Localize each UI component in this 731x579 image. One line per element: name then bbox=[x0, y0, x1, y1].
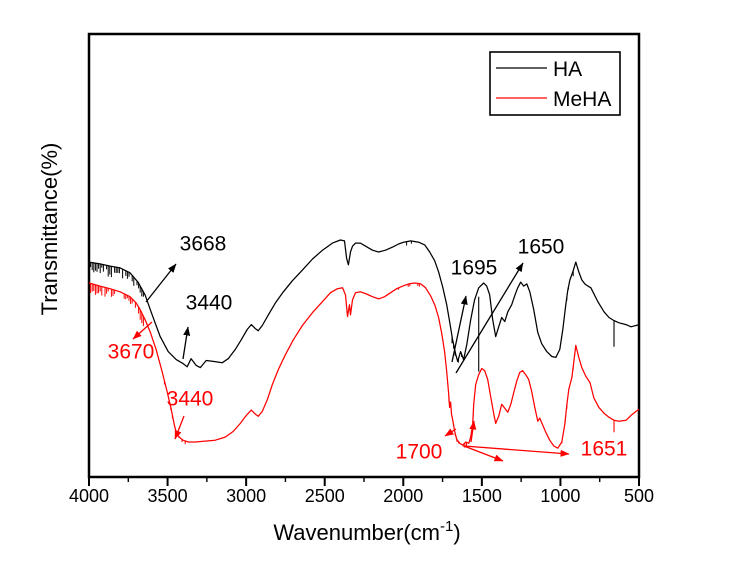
peak-label-1695-HA: 1695 bbox=[451, 257, 498, 280]
legend-box bbox=[489, 51, 621, 116]
x-tick-label: 3000 bbox=[226, 486, 266, 506]
peak-label-1651-MeHA: 1651 bbox=[581, 438, 628, 461]
series-HA bbox=[88, 239, 640, 369]
peak-annotations: 3668 3440 3670 3440 1695 1650 1700 1651 bbox=[108, 233, 628, 464]
legend-label-meha: MeHA bbox=[553, 88, 611, 111]
annotation-arrow bbox=[463, 445, 570, 457]
spectral-noise bbox=[88, 241, 615, 448]
x-axis-ticks bbox=[88, 477, 640, 486]
annotation-arrow bbox=[444, 428, 457, 437]
annotation-arrow bbox=[455, 262, 524, 374]
x-tick-label: 4000 bbox=[69, 486, 109, 506]
series-curves bbox=[88, 239, 640, 449]
x-axis-tick-labels: 4000 3500 3000 2500 2000 1500 1000 500 bbox=[69, 486, 654, 506]
peak-label-3440-HA: 3440 bbox=[186, 292, 233, 315]
annotation-arrow bbox=[469, 420, 477, 443]
annotation-arrow bbox=[132, 321, 153, 340]
x-axis-title: Wavenumber(cm-1) bbox=[273, 518, 460, 545]
y-axis-title: Transmittance(%) bbox=[37, 143, 62, 316]
x-tick-label: 500 bbox=[624, 486, 654, 506]
series-MeHA bbox=[88, 282, 640, 449]
annotation-arrow bbox=[145, 263, 177, 303]
annotation-arrow bbox=[463, 445, 504, 462]
x-tick-label: 1500 bbox=[462, 486, 502, 506]
annotation-arrow bbox=[182, 326, 191, 360]
legend-label-ha: HA bbox=[553, 58, 582, 81]
legend: HA MeHA bbox=[489, 51, 621, 116]
peak-label-1700-MeHA: 1700 bbox=[396, 441, 443, 464]
peak-label-3440-MeHA: 3440 bbox=[167, 388, 214, 411]
x-tick-label: 2500 bbox=[305, 486, 345, 506]
annotation-arrow bbox=[174, 415, 185, 440]
annotation-arrow bbox=[451, 295, 468, 363]
peak-label-1650-HA: 1650 bbox=[518, 236, 565, 259]
x-tick-label: 2000 bbox=[383, 486, 423, 506]
peak-label-3670-MeHA: 3670 bbox=[108, 341, 155, 364]
x-tick-label: 1000 bbox=[540, 486, 580, 506]
peak-label-3668-HA: 3668 bbox=[180, 233, 227, 256]
x-tick-label: 3500 bbox=[148, 486, 188, 506]
